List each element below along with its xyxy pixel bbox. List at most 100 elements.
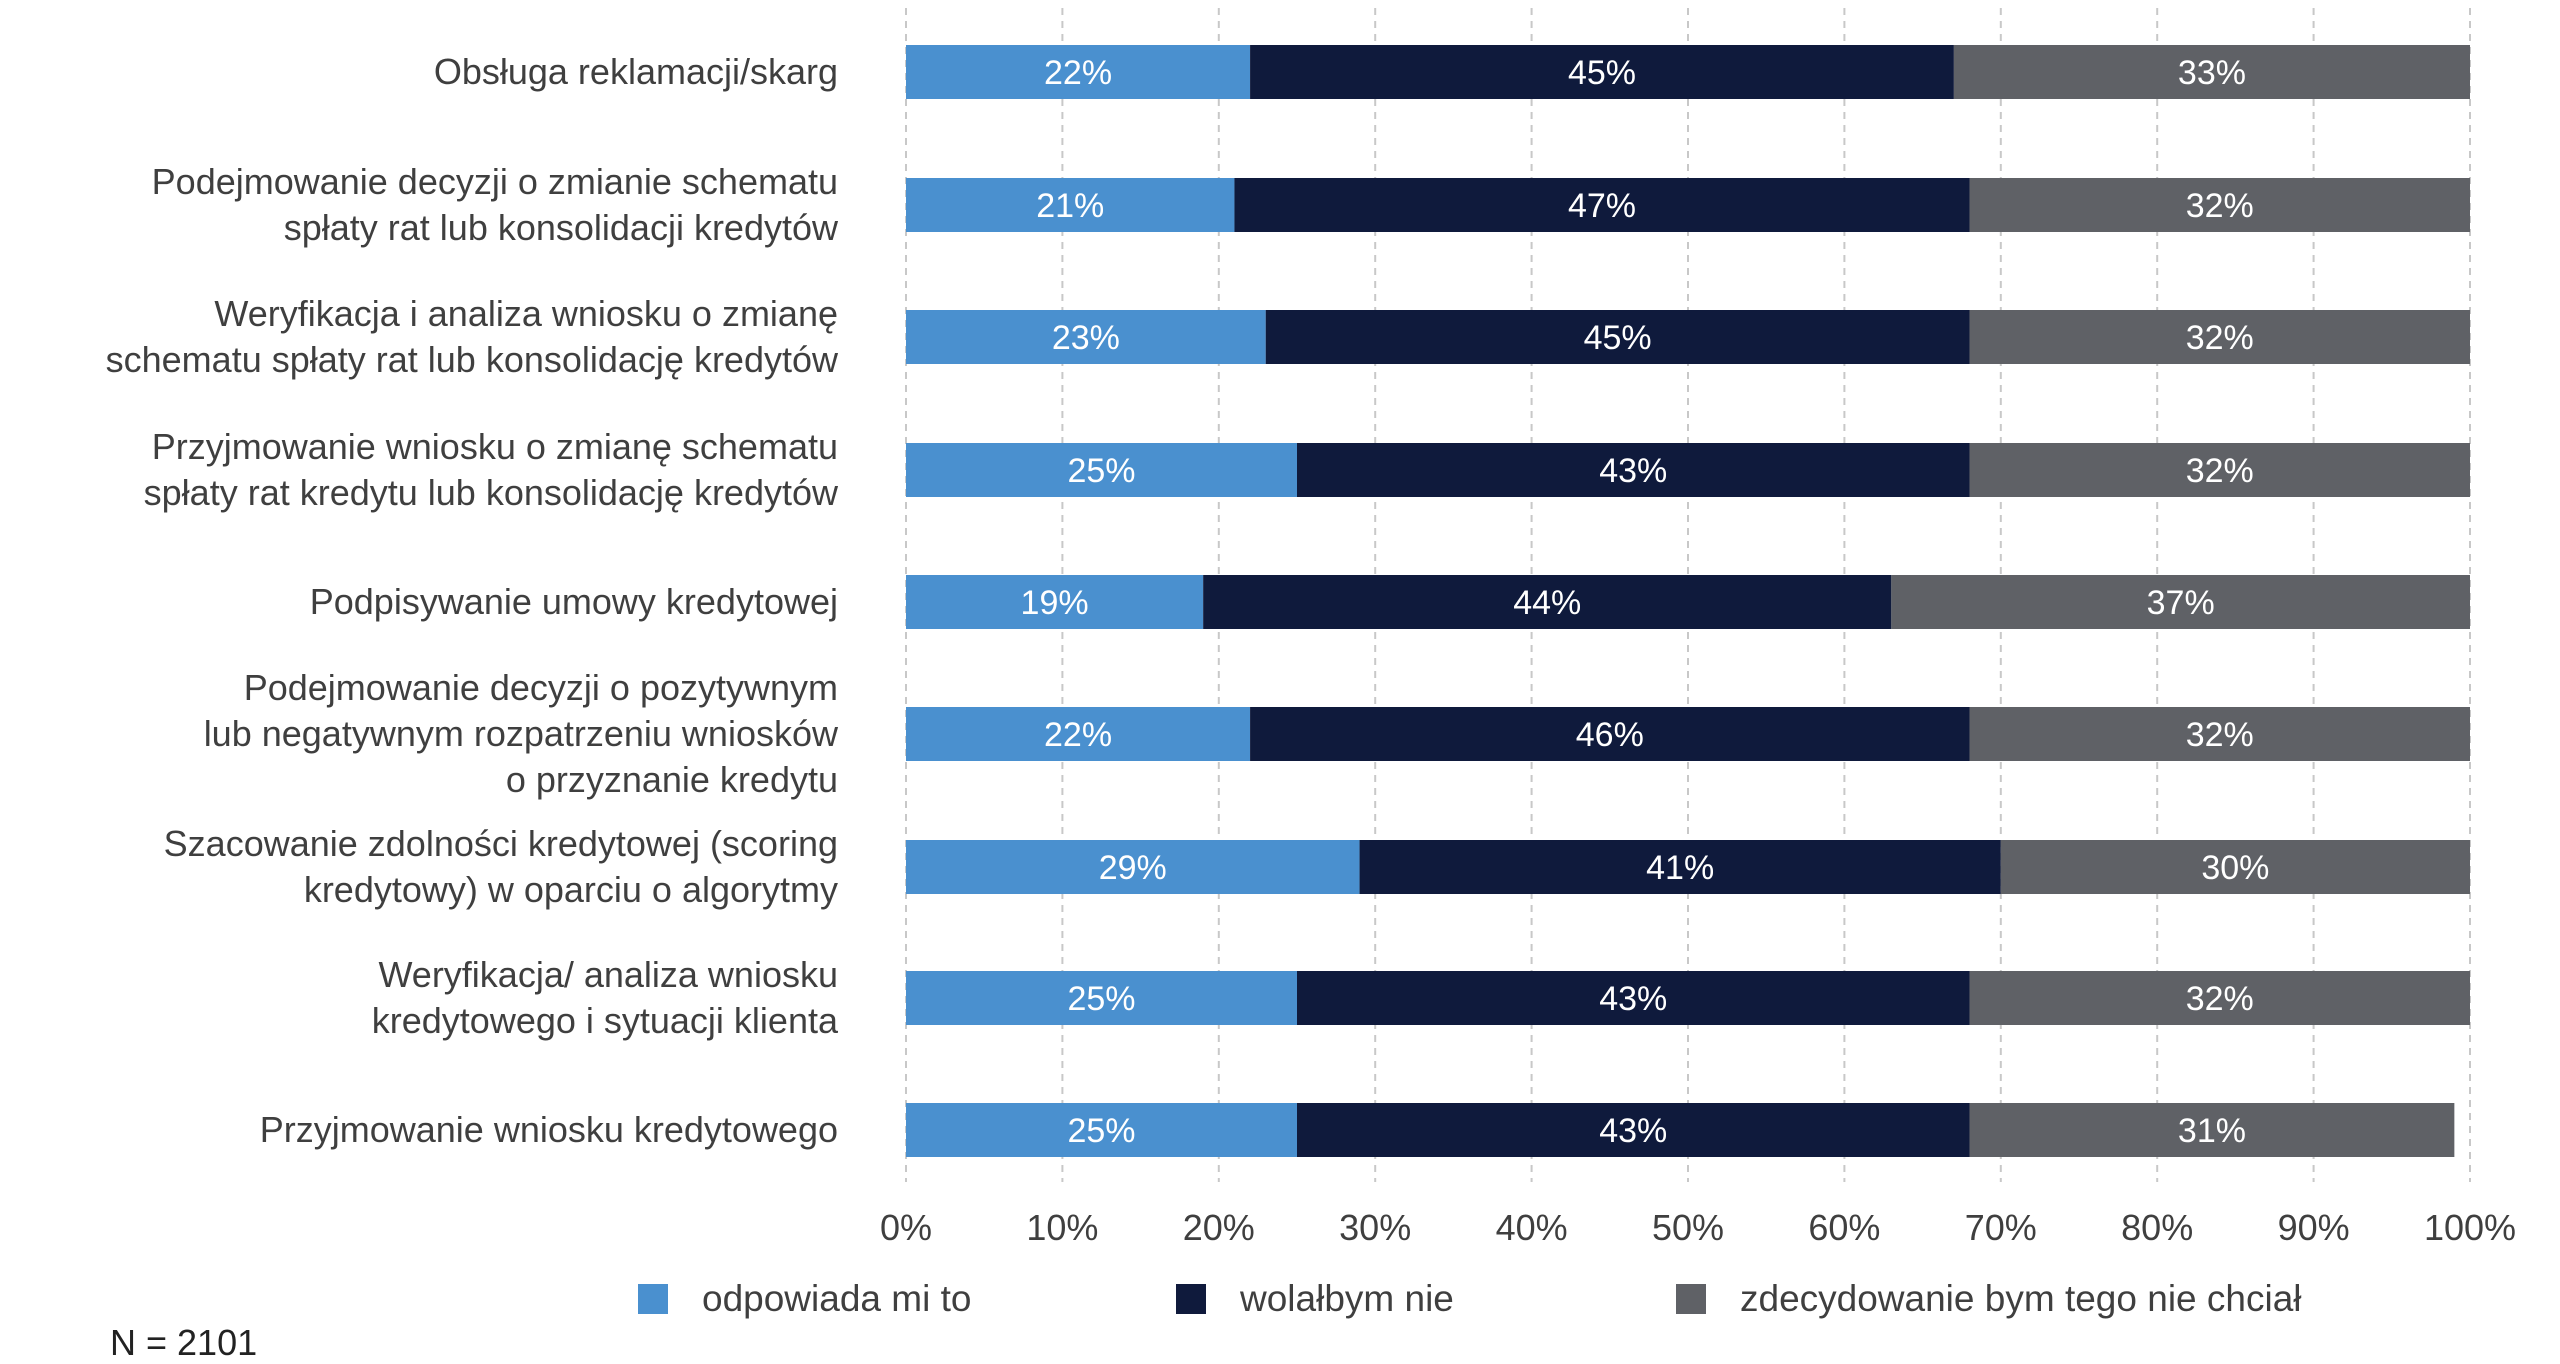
x-tick-label-10: 100% <box>2424 1207 2516 1248</box>
bar-7-0 <box>906 971 1297 1025</box>
sample-size-note: N = 2101 <box>110 1322 258 1363</box>
x-tick-label-5: 50% <box>1652 1207 1724 1248</box>
bar-4-1 <box>1203 575 1892 629</box>
x-axis-ticks: 0% 10% 20% 30% 40% 50% 60% 70% 80% 90% 100% <box>880 1207 2516 1248</box>
data-label-5-2: 32% <box>2186 716 2254 754</box>
x-tick-label-8: 80% <box>2121 1207 2193 1248</box>
data-label-5-1: 46% <box>1576 716 1644 754</box>
legend-item-0: odpowiada mi to <box>638 1278 971 1320</box>
data-label-8-0: 25% <box>1067 1112 1135 1150</box>
category-label-7: Weryfikacja/ analiza wniosku kredytowego … <box>372 954 839 1041</box>
bar-0-0 <box>906 45 1251 99</box>
category-label-line: kredytowego i sytuacji klienta <box>372 1000 839 1041</box>
category-label-0: Obsługa reklamacji/skarg <box>434 51 838 92</box>
data-label-0-2: 33% <box>2178 54 2246 92</box>
bar-4-0 <box>906 575 1204 629</box>
bar-1-2 <box>1969 178 2470 232</box>
bar-3-0 <box>906 443 1297 497</box>
bar-4-2 <box>1891 575 2470 629</box>
bar-6-2 <box>2000 840 2470 894</box>
category-labels: Obsługa reklamacji/skarg Podejmowanie dec… <box>106 51 839 1150</box>
data-label-3-1: 43% <box>1599 452 1667 490</box>
category-label-line: Podejmowanie decyzji o pozytywnym <box>244 667 838 708</box>
x-tick-label-1: 10% <box>1026 1207 1098 1248</box>
data-label-2-2: 32% <box>2186 319 2254 357</box>
category-label-line: spłaty rat lub konsolidacji kredytów <box>284 207 839 248</box>
category-label-line: Przyjmowanie wniosku o zmianę schematu <box>152 426 838 467</box>
data-label-7-0: 25% <box>1067 980 1135 1018</box>
category-label-line: Podejmowanie decyzji o zmianie schematu <box>152 161 838 202</box>
legend-label-1: wolałbym nie <box>1240 1278 1454 1319</box>
bar-3-1 <box>1297 443 1970 497</box>
bar-1-0 <box>906 178 1235 232</box>
data-label-8-2: 31% <box>2178 1112 2246 1150</box>
data-label-1-0: 21% <box>1036 187 1104 225</box>
category-label-line: kredytowy) w oparciu o algorytmy <box>304 869 838 910</box>
category-label-line: schematu spłaty rat lub konsolidację kre… <box>106 339 839 380</box>
category-label-line: Przyjmowanie wniosku kredytowego <box>260 1109 838 1150</box>
bar-1-1 <box>1234 178 1970 232</box>
legend-swatch-0 <box>638 1284 668 1314</box>
data-label-2-0: 23% <box>1052 319 1120 357</box>
x-tick-label-7: 70% <box>1965 1207 2037 1248</box>
data-label-6-0: 29% <box>1099 849 1167 887</box>
x-tick-label-6: 60% <box>1808 1207 1880 1248</box>
category-label-line: lub negatywnym rozpatrzeniu wniosków <box>204 713 839 754</box>
category-label-line: Weryfikacja/ analiza wniosku <box>378 954 838 995</box>
bars: 22% 45% 33% 21% 47% 32% 23% 45% 32% 25% 43% 32% 19% 4… <box>906 45 2470 1157</box>
category-label-6: Szacowanie zdolności kredytowej (scoring… <box>164 823 838 910</box>
bar-0-2 <box>1953 45 2470 99</box>
x-tick-label-4: 40% <box>1496 1207 1568 1248</box>
bar-2-1 <box>1265 310 1970 364</box>
legend-label-0: odpowiada mi to <box>702 1278 972 1319</box>
category-label-5: Podejmowanie decyzji o pozytywnym lub neg… <box>204 667 839 800</box>
data-label-1-2: 32% <box>2186 187 2254 225</box>
legend-swatch-2 <box>1676 1284 1706 1314</box>
bar-6-1 <box>1359 840 2001 894</box>
data-label-4-2: 37% <box>2147 584 2215 622</box>
legend-item-1: wolałbym nie <box>1176 1278 1454 1320</box>
bar-8-2 <box>1969 1103 2455 1157</box>
legend-swatch-1 <box>1176 1284 1206 1314</box>
x-tick-label-3: 30% <box>1339 1207 1411 1248</box>
data-label-3-0: 25% <box>1067 452 1135 490</box>
data-label-8-1: 43% <box>1599 1112 1667 1150</box>
data-label-4-0: 19% <box>1021 584 1089 622</box>
category-label-line: Podpisywanie umowy kredytowej <box>310 581 838 622</box>
data-label-7-1: 43% <box>1599 980 1667 1018</box>
bar-8-1 <box>1297 1103 1970 1157</box>
data-label-5-0: 22% <box>1044 716 1112 754</box>
bar-7-1 <box>1297 971 1970 1025</box>
bar-0-1 <box>1250 45 1954 99</box>
category-label-line: Szacowanie zdolności kredytowej (scoring <box>164 823 838 864</box>
bar-5-1 <box>1250 707 1970 761</box>
bar-3-2 <box>1969 443 2470 497</box>
data-label-6-1: 41% <box>1646 849 1714 887</box>
bar-5-0 <box>906 707 1251 761</box>
bar-5-2 <box>1969 707 2470 761</box>
legend-label-2: zdecydowanie bym tego nie chciał <box>1740 1278 2302 1319</box>
data-label-4-1: 44% <box>1513 584 1581 622</box>
x-tick-label-9: 90% <box>2278 1207 2350 1248</box>
x-tick-label-2: 20% <box>1183 1207 1255 1248</box>
bar-6-0 <box>906 840 1360 894</box>
data-label-3-2: 32% <box>2186 452 2254 490</box>
category-label-8: Przyjmowanie wniosku kredytowego <box>260 1109 838 1150</box>
category-label-line: spłaty rat kredytu lub konsolidację kred… <box>144 472 839 513</box>
data-label-0-0: 22% <box>1044 54 1112 92</box>
bar-2-0 <box>906 310 1266 364</box>
data-label-2-1: 45% <box>1584 319 1652 357</box>
data-label-7-2: 32% <box>2186 980 2254 1018</box>
category-label-line: Obsługa reklamacji/skarg <box>434 51 838 92</box>
category-label-2: Weryfikacja i analiza wniosku o zmianę sc… <box>106 293 839 380</box>
legend: odpowiada mi to wolałbym nie zdecydowani… <box>0 1278 2560 1338</box>
bar-7-2 <box>1969 971 2470 1025</box>
bar-2-2 <box>1969 310 2470 364</box>
data-label-1-1: 47% <box>1568 187 1636 225</box>
data-label-0-1: 45% <box>1568 54 1636 92</box>
category-label-3: Przyjmowanie wniosku o zmianę schematu sp… <box>144 426 839 513</box>
category-label-line: Weryfikacja i analiza wniosku o zmianę <box>214 293 838 334</box>
category-label-1: Podejmowanie decyzji o zmianie schematu s… <box>152 161 839 248</box>
category-label-4: Podpisywanie umowy kredytowej <box>310 581 838 622</box>
